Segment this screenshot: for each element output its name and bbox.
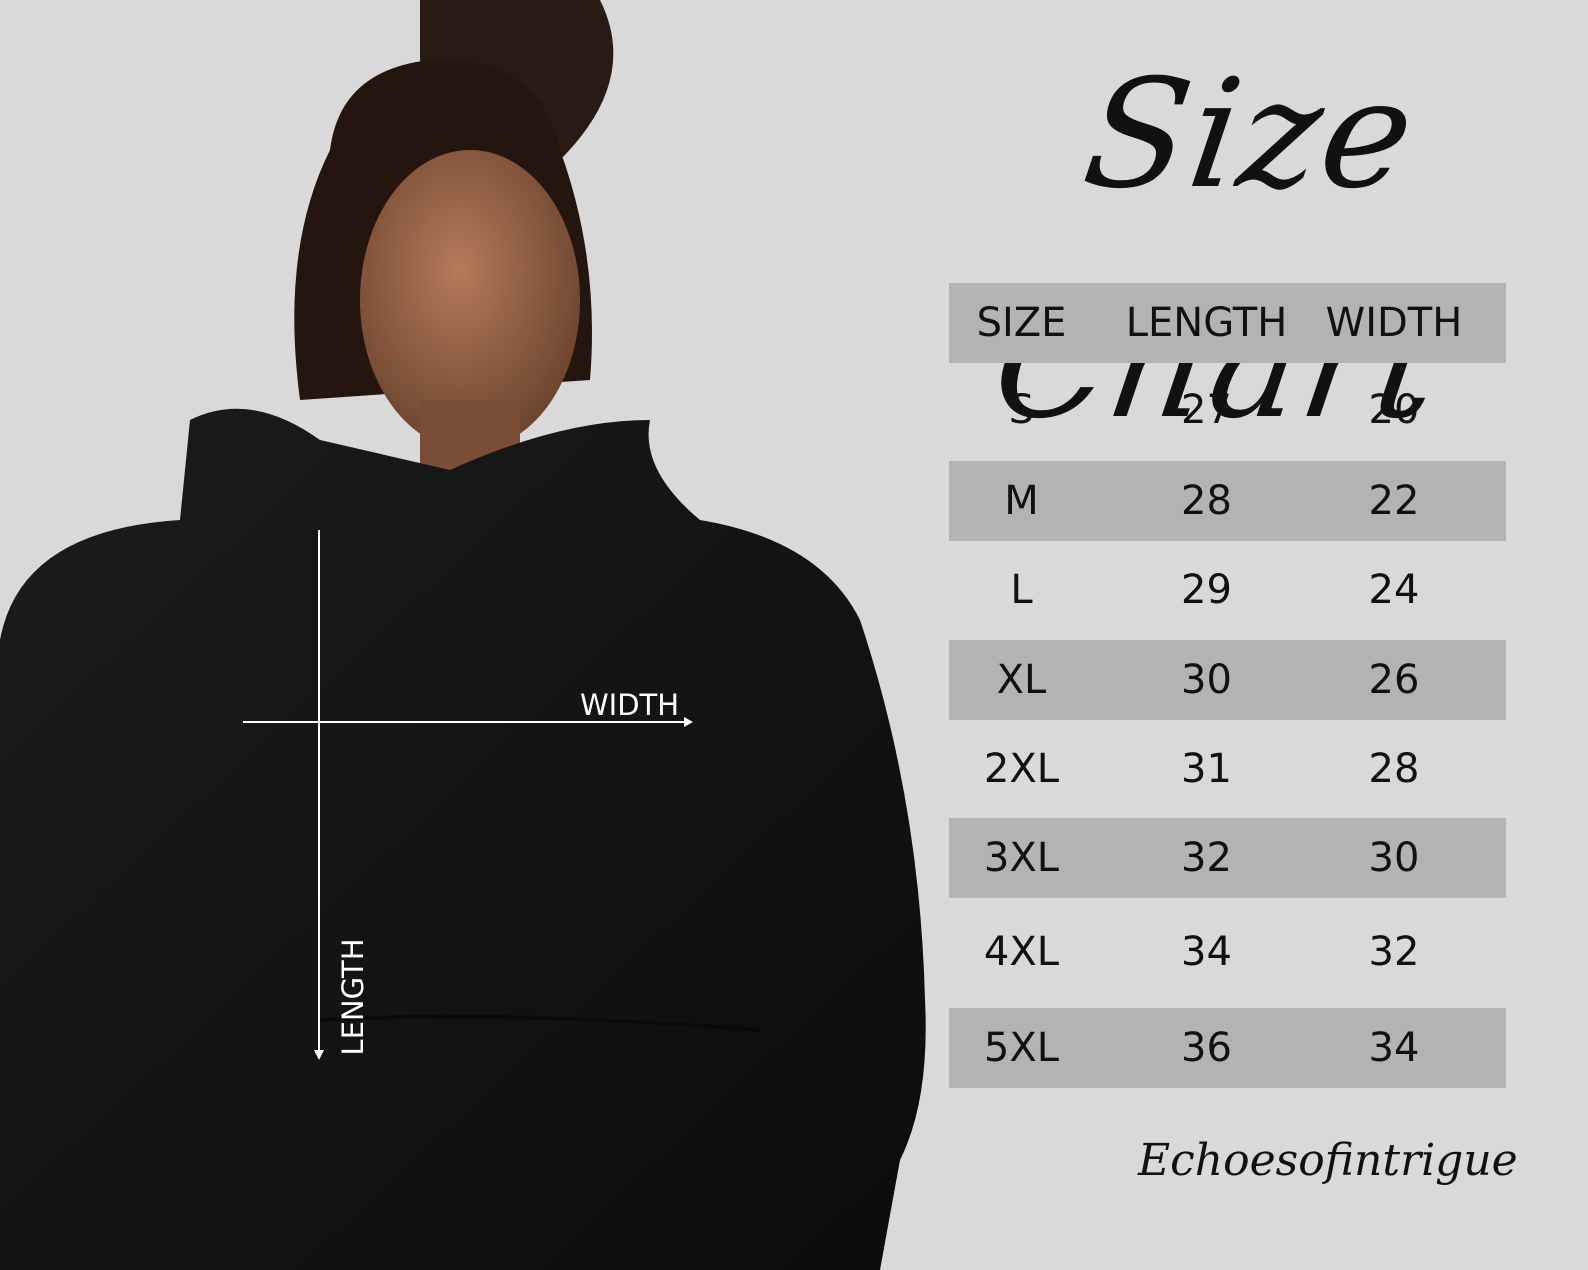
size-cell: 4XL: [983, 929, 1060, 975]
size-cell: XL: [996, 657, 1047, 703]
size-cell: 3XL: [983, 835, 1060, 881]
measurement-lines: [243, 530, 693, 1060]
size-cell: S: [1008, 387, 1035, 433]
length-cell: 34: [1181, 929, 1232, 975]
table-row: L 29 24: [949, 550, 1506, 630]
width-cell: 24: [1368, 567, 1420, 613]
width-cell: 30: [1368, 835, 1420, 881]
table-row: 2XL 31 28: [949, 729, 1506, 809]
header-width: WIDTH: [1325, 300, 1463, 346]
size-cell: 2XL: [983, 746, 1060, 792]
header-length: LENGTH: [1125, 300, 1288, 346]
model-photo-hoodie: [0, 0, 926, 1270]
length-cell: 27: [1181, 387, 1232, 433]
length-cell: 28: [1181, 478, 1232, 524]
width-cell: 28: [1368, 746, 1420, 792]
width-cell: 26: [1368, 657, 1420, 703]
size-cell: 5XL: [983, 1025, 1060, 1071]
brand-signature: Echoesofintrigue: [1138, 1135, 1518, 1186]
width-cell: 32: [1368, 929, 1420, 975]
table-row: XL 30 26: [949, 640, 1506, 720]
size-cell: M: [1004, 478, 1039, 524]
width-cell: 34: [1368, 1025, 1420, 1071]
table-row: M 28 22: [949, 461, 1506, 541]
width-cell: 22: [1368, 478, 1420, 524]
size-cell: L: [1010, 567, 1033, 613]
length-cell: 31: [1181, 746, 1232, 792]
length-label: LENGTH: [336, 938, 370, 1056]
length-cell: 30: [1181, 657, 1232, 703]
table-row: 3XL 32 30: [949, 818, 1506, 898]
table-row: S 27 20: [949, 370, 1506, 450]
length-cell: 36: [1181, 1025, 1232, 1071]
table-row: 4XL 34 32: [949, 912, 1506, 992]
width-label: WIDTH: [580, 688, 680, 722]
width-arrow-icon: [684, 717, 693, 727]
length-cell: 29: [1181, 567, 1232, 613]
table-header: SIZE LENGTH WIDTH: [949, 283, 1506, 363]
page-title: Size Chart: [984, 48, 1452, 452]
header-size: SIZE: [976, 300, 1067, 346]
length-cell: 32: [1181, 835, 1232, 881]
width-cell: 20: [1368, 387, 1420, 433]
table-row: 5XL 36 34: [949, 1008, 1506, 1088]
length-arrow-icon: [314, 1050, 324, 1060]
